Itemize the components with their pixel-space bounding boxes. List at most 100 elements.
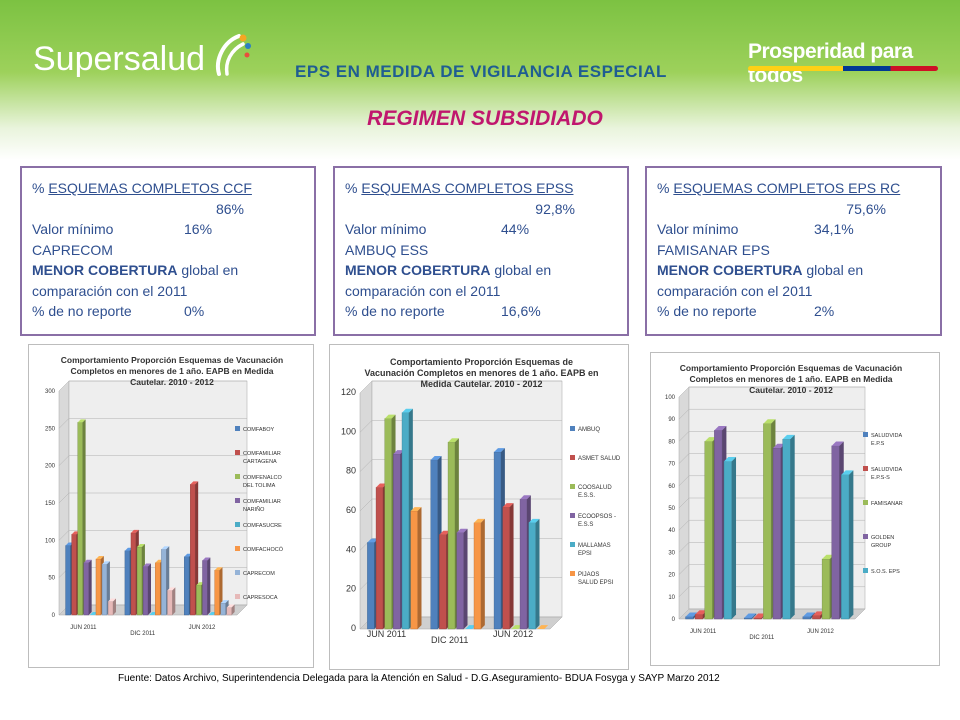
- box-heading: % ESQUEMAS COMPLETOS EPSS: [345, 180, 574, 196]
- bar-top: [714, 425, 727, 431]
- y-tick-label: 0: [672, 617, 676, 623]
- y-tick-label: 150: [45, 501, 56, 507]
- box-min-entity: CAPRECOM: [32, 241, 113, 258]
- source-note: Fuente: Datos Archivo, Superintendencia …: [118, 673, 720, 684]
- bar-top: [410, 507, 422, 511]
- legend-swatch: [235, 450, 240, 455]
- bar-top: [108, 598, 116, 602]
- legend-label: COMFAMILIAR: [243, 499, 281, 505]
- legend-label: SALUD EPSI: [578, 580, 614, 586]
- bar: [375, 487, 384, 630]
- bar: [220, 602, 226, 616]
- legend-label: CAPRESOCA: [243, 595, 278, 601]
- bar: [184, 556, 190, 616]
- legend-label: E.P.S-S: [871, 475, 890, 481]
- bar: [95, 558, 102, 616]
- bar-side: [112, 598, 116, 615]
- supersalud-logo: Supersalud: [33, 30, 251, 90]
- bar-top: [456, 528, 468, 533]
- bar-top: [367, 538, 379, 543]
- bar: [772, 447, 781, 620]
- bar: [101, 564, 108, 616]
- bar: [130, 532, 137, 616]
- box-min-row: Valor mínimo 44%: [345, 221, 530, 237]
- y-tick-label: 100: [45, 538, 56, 544]
- gridline-side: [678, 475, 690, 486]
- y-tick-label: 250: [45, 426, 56, 432]
- bar-side: [535, 518, 540, 629]
- box-heading: % ESQUEMAS COMPLETOS EPS RC: [657, 180, 901, 196]
- y-tick-label: 80: [668, 439, 675, 445]
- legend-swatch: [570, 455, 575, 460]
- bar-side: [790, 434, 795, 619]
- chart-eps-rc: 0 10 20 30 40 50 60 70 80 90 100 JUN 2011 DIC 2011 JU…: [665, 386, 903, 641]
- bar-top: [439, 530, 451, 535]
- x-tick-label: JUN 2012: [189, 625, 216, 631]
- box-no-report-row: % de no reporte 2%: [657, 303, 835, 319]
- prosperidad-logo: Prosperidad para todos: [748, 40, 948, 87]
- box-coverage: MENOR COBERTURA global en comparación co…: [32, 262, 239, 299]
- bar: [202, 560, 208, 616]
- logo-text: Supersalud: [33, 40, 206, 78]
- chart-title: Comportamiento Proporción Esquemas de Va…: [60, 355, 284, 387]
- bar-top: [511, 625, 523, 629]
- bar-top: [226, 604, 235, 608]
- logo-swirl-icon: [216, 34, 251, 76]
- legend-label: AMBUQ: [578, 427, 600, 433]
- bar: [439, 534, 447, 630]
- chart-epss-container: Comportamiento Proporción Esquemas de Va…: [329, 344, 629, 670]
- bar: [714, 430, 723, 620]
- box-no-report-row: % de no reporte 16,6%: [345, 303, 541, 319]
- chart-eps-rc-container: Comportamiento Proporción Esquemas de Va…: [650, 352, 940, 666]
- bar: [753, 617, 762, 620]
- bar-top: [782, 434, 795, 440]
- bar-top: [402, 408, 413, 413]
- legend-swatch: [863, 568, 868, 573]
- bar: [401, 412, 410, 630]
- bar-top: [822, 554, 835, 560]
- bar-top: [95, 556, 104, 559]
- bar: [831, 445, 840, 620]
- bar: [384, 418, 392, 630]
- bar-top: [744, 613, 757, 618]
- legend-swatch: [235, 594, 240, 599]
- bar: [519, 498, 528, 630]
- bar: [83, 562, 89, 616]
- x-tick-label: DIC 2011: [431, 635, 468, 645]
- bar: [704, 441, 713, 620]
- legend-swatch: [570, 571, 575, 576]
- legend-swatch: [863, 534, 868, 539]
- gridline-side: [58, 418, 70, 429]
- bar: [685, 616, 694, 620]
- x-tick-label: JUN 2011: [367, 629, 406, 639]
- y-tick-label: 50: [668, 506, 675, 512]
- box-no-report-row: % de no reporte 0%: [32, 303, 205, 319]
- bar: [528, 522, 536, 630]
- y-tick-label: 20: [346, 584, 356, 594]
- bar-top: [474, 518, 485, 523]
- legend-label: GROUP: [871, 543, 892, 549]
- x-tick-label: JUN 2011: [690, 629, 717, 635]
- bar-top: [802, 612, 815, 617]
- bar: [214, 569, 220, 616]
- bar-top: [102, 561, 110, 565]
- bar: [782, 438, 791, 620]
- box-total: 92,8%: [535, 200, 575, 217]
- bar-top: [831, 441, 844, 446]
- bar: [367, 542, 375, 630]
- box-min-row: Valor mínimo 16%: [32, 221, 213, 237]
- legend-swatch: [235, 546, 240, 551]
- legend-label: CARTAGENA: [243, 459, 277, 465]
- bar-top: [202, 557, 211, 561]
- bar: [821, 558, 830, 620]
- bar-top: [753, 613, 766, 618]
- legend-label: MALLAMAS: [578, 543, 611, 549]
- bar-side: [463, 528, 468, 629]
- box-min-entity: FAMISANAR EPS: [657, 241, 770, 258]
- summary-box-epss: % ESQUEMAS COMPLETOS EPSS 92,8% Valor mí…: [333, 166, 629, 336]
- bar: [190, 484, 196, 616]
- legend-label: CAPRECOM: [243, 571, 275, 577]
- bar: [107, 601, 114, 616]
- gridline-side: [58, 492, 70, 504]
- box-coverage: MENOR COBERTURA global en comparación co…: [657, 262, 864, 299]
